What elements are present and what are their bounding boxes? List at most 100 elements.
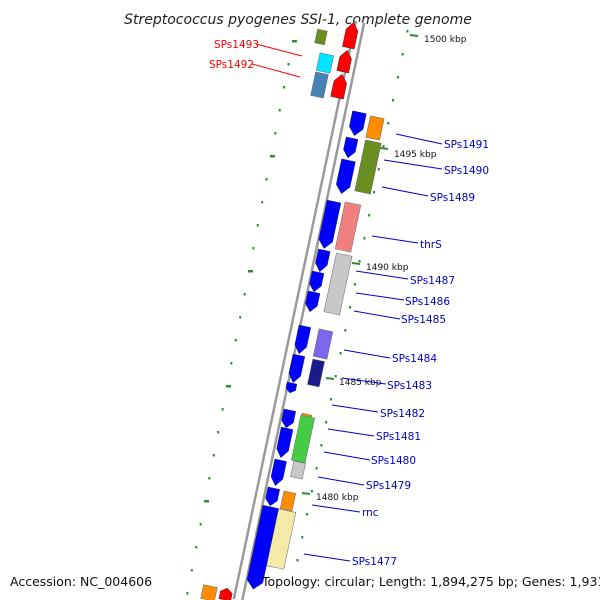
gene-label-sps1484: SPs1484 <box>392 353 437 365</box>
gene-arrow-forward <box>218 587 233 600</box>
gene-arrow-reverse <box>318 199 342 249</box>
tick-mark-inner <box>186 592 189 595</box>
gene-label-sps1485: SPs1485 <box>401 314 446 326</box>
tick-mark-inner <box>256 224 259 227</box>
feature-block <box>307 358 325 388</box>
gene-arrow-forward <box>336 49 352 74</box>
scale-label-1480: 1480 kbp <box>316 493 359 503</box>
tick-mark-inner <box>208 477 211 480</box>
gene-arrow-reverse <box>288 353 306 384</box>
gene-arrow-reverse <box>294 324 312 355</box>
gene-arrow-reverse <box>281 408 296 429</box>
tick-mark-outer <box>334 375 337 378</box>
tick-mark-inner <box>274 132 277 135</box>
accession-text: Accession: NC_004606 <box>10 574 152 589</box>
gene-label-rnc: rnc <box>362 507 379 519</box>
tick-mark-outer <box>406 30 409 33</box>
tick-mark-outer <box>387 122 390 125</box>
tick-mark-inner <box>247 270 253 273</box>
feature-block <box>354 139 382 195</box>
tick-mark-inner <box>239 316 242 319</box>
genome-backbone <box>232 20 366 600</box>
tick-mark-inner <box>225 385 231 388</box>
tick-mark-inner <box>278 109 281 112</box>
tick-mark-outer <box>401 53 404 56</box>
gene-labels: SPs1493 SPs1492 SPs1491 SPs1490 SPs1489 … <box>209 39 489 568</box>
gene-label-sps1483: SPs1483 <box>387 380 432 392</box>
gene-arrow-reverse <box>246 505 279 590</box>
gene-label-sps1493: SPs1493 <box>214 39 259 51</box>
gene-label-sps1487: SPs1487 <box>410 275 455 287</box>
gene-label-sps1477: SPs1477 <box>352 556 397 568</box>
tick-mark-inner <box>199 523 202 526</box>
tick-mark-outer <box>325 421 328 424</box>
tick-mark-outer <box>310 490 313 493</box>
feature-block <box>365 115 385 141</box>
tick-mark-inner <box>217 431 220 434</box>
tick-mark-outer <box>382 145 385 148</box>
tick-mark-inner <box>234 339 237 342</box>
tick-mark-inner <box>230 362 233 365</box>
tick-mark-outer <box>368 214 371 217</box>
tick-mark-outer <box>291 582 294 585</box>
gene-arrow-reverse <box>309 270 325 293</box>
gene-arrow-reverse <box>315 248 331 273</box>
gene-arrow-forward <box>330 73 347 100</box>
gene-label-sps1492: SPs1492 <box>209 59 254 71</box>
tick-mark-inner <box>195 546 198 549</box>
tick-mark-inner <box>261 201 264 204</box>
map-title: Streptococcus pyogenes SSI-1, complete g… <box>124 12 472 28</box>
genome-summary-text: Topology: circular; Length: 1,894,275 bp… <box>261 574 600 589</box>
tick-mark-outer <box>349 306 352 309</box>
tick-mark-outer <box>306 513 309 516</box>
scale-label-1495: 1495 kbp <box>394 150 437 160</box>
scale-ticks <box>186 30 409 595</box>
scale-label-1490: 1490 kbp <box>366 263 409 273</box>
feature-block <box>279 490 297 512</box>
feature-block <box>290 460 306 480</box>
scale-labels: 1500 kbp 1495 kbp 1490 kbp 1485 kbp 1480… <box>301 34 467 503</box>
feature-block <box>312 328 334 360</box>
gene-arrow-reverse <box>276 426 294 458</box>
gene-arrow-reverse <box>336 158 356 194</box>
gene-label-sps1491: SPs1491 <box>444 139 489 151</box>
feature-block <box>291 414 315 464</box>
gene-track <box>218 21 367 600</box>
gene-arrow-reverse <box>349 110 367 137</box>
tick-mark-inner <box>287 63 290 66</box>
tick-mark-inner <box>221 408 224 411</box>
gene-arrow-reverse <box>285 381 298 394</box>
gene-arrow-forward <box>342 21 359 50</box>
feature-block <box>314 28 328 46</box>
tick-mark-outer <box>358 260 361 263</box>
gene-label-sps1489: SPs1489 <box>430 192 475 204</box>
gene-label-sps1486: SPs1486 <box>405 296 450 308</box>
tick-mark-outer <box>372 191 375 194</box>
tick-mark-outer <box>363 237 366 240</box>
tick-mark-outer <box>320 444 323 447</box>
gene-label-sps1481: SPs1481 <box>376 431 421 443</box>
gene-label-thrs: thrS <box>420 239 442 251</box>
gene-label-sps1479: SPs1479 <box>366 480 411 492</box>
gene-arrow-reverse <box>343 136 359 159</box>
feature-block <box>310 71 329 99</box>
scale-label-1500: 1500 kbp <box>424 35 467 45</box>
tick-mark-inner <box>269 155 275 158</box>
tick-mark-outer <box>301 536 304 539</box>
tick-mark-outer <box>377 168 380 171</box>
tick-mark-outer <box>315 467 318 470</box>
tick-mark-inner <box>190 569 193 572</box>
tick-mark-inner <box>265 178 268 181</box>
gene-arrow-reverse <box>265 486 280 507</box>
tick-mark-outer <box>392 99 395 102</box>
tick-mark-outer <box>396 76 399 79</box>
label-leader-lines <box>251 43 443 562</box>
gene-arrow-reverse <box>270 458 287 487</box>
tick-mark-outer <box>329 398 332 401</box>
feature-block <box>323 252 353 316</box>
feature-block <box>200 584 218 600</box>
feature-track <box>200 28 385 600</box>
feature-block <box>315 52 335 74</box>
feature-block <box>334 201 362 253</box>
